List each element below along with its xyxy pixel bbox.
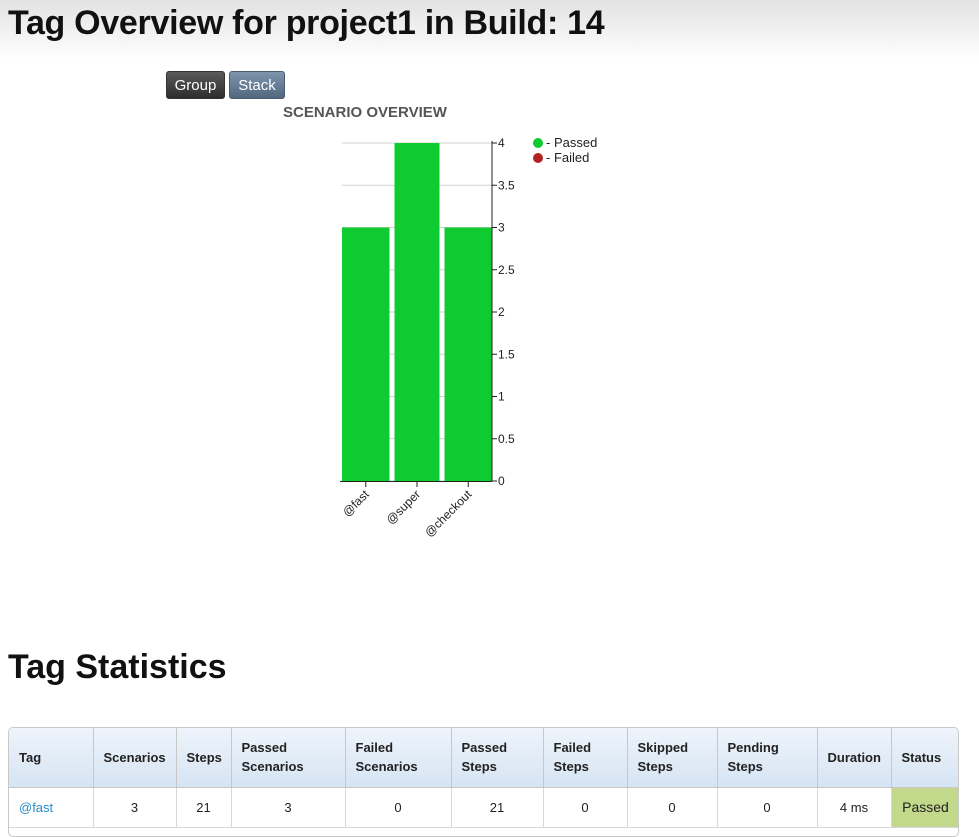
column-header-tag[interactable]: Tag (9, 728, 94, 788)
column-header-status[interactable]: Status (891, 728, 958, 788)
y-tick-label: 4 (498, 136, 505, 150)
y-tick-label: 1.5 (498, 347, 515, 361)
column-header-failed-steps[interactable]: Failed Steps (543, 728, 628, 788)
bar-passed (342, 227, 390, 481)
column-header-scenarios[interactable]: Scenarios (93, 728, 177, 788)
column-header-steps[interactable]: Steps (176, 728, 232, 788)
legend-swatch (533, 138, 543, 148)
column-header-pending-steps[interactable]: Pending Steps (717, 728, 818, 788)
y-tick-label: 1 (498, 390, 505, 404)
y-tick-label: 0 (498, 474, 505, 488)
passed-scenarios-cell: 3 (231, 787, 346, 828)
column-header-failed-scenarios[interactable]: Failed Scenarios (345, 728, 452, 788)
table-header-row: Tag Scenarios Steps Passed Scenarios Fai… (9, 728, 958, 788)
legend-label: - Failed (546, 150, 589, 165)
tag-statistics-title: Tag Statistics (8, 648, 227, 686)
page-header: Tag Overview for project1 in Build: 14 (0, 0, 979, 60)
tag-statistics-table: Tag Scenarios Steps Passed Scenarios Fai… (8, 727, 959, 837)
tag-link[interactable]: @fast (19, 799, 54, 815)
group-button[interactable]: Group (166, 71, 225, 99)
y-tick-label: 0.5 (498, 432, 515, 446)
tag-cell: @fast (9, 787, 94, 828)
steps-cell: 21 (176, 787, 232, 828)
y-tick-label: 3.5 (498, 178, 515, 192)
x-tick-label: @checkout (422, 487, 475, 540)
stack-button[interactable]: Stack (229, 71, 285, 99)
failed-steps-cell: 0 (543, 787, 628, 828)
failed-scenarios-cell: 0 (345, 787, 452, 828)
bar-passed (444, 227, 492, 481)
column-header-passed-steps[interactable]: Passed Steps (451, 728, 544, 788)
pending-steps-cell: 0 (717, 787, 818, 828)
x-tick-label: @fast (340, 487, 373, 520)
y-tick-label: 2 (498, 305, 505, 319)
chart-title: SCENARIO OVERVIEW (283, 104, 447, 121)
y-tick-label: 2.5 (498, 263, 515, 277)
table-row: @fast 3 21 3 0 21 0 0 0 4 ms Passed (9, 787, 958, 828)
column-header-duration[interactable]: Duration (817, 728, 892, 788)
skipped-steps-cell: 0 (627, 787, 718, 828)
passed-steps-cell: 21 (451, 787, 544, 828)
x-tick-label: @super (383, 487, 423, 527)
legend-swatch (533, 153, 543, 163)
page-title: Tag Overview for project1 in Build: 14 (8, 4, 605, 42)
duration-cell: 4 ms (817, 787, 892, 828)
bar-passed (394, 143, 440, 481)
y-tick-label: 3 (498, 221, 505, 235)
column-header-skipped-steps[interactable]: Skipped Steps (627, 728, 718, 788)
scenario-overview-chart: 0 0.5 1 1.5 2 2.5 3 3.5 4 @fast @super@checkout - … (340, 135, 598, 540)
legend-label: - Passed (546, 135, 597, 150)
scenarios-cell: 3 (93, 787, 177, 828)
column-header-passed-scenarios[interactable]: Passed Scenarios (231, 728, 346, 788)
status-badge: Passed (891, 787, 958, 828)
